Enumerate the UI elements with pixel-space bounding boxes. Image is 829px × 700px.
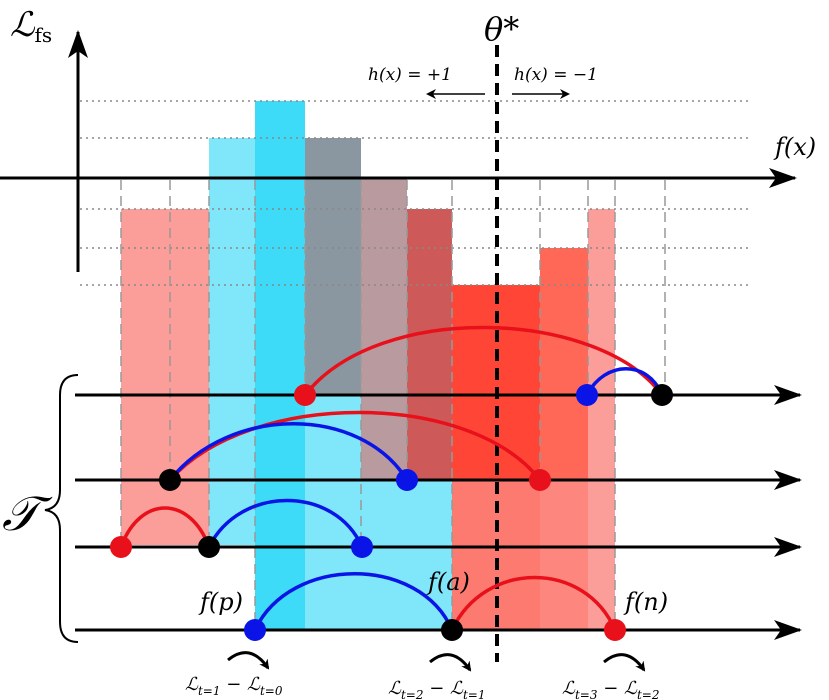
bar xyxy=(305,138,361,395)
turn-arrow xyxy=(603,653,646,672)
arcs xyxy=(119,325,664,631)
arc xyxy=(303,325,664,397)
subscript: t=0 xyxy=(260,684,283,698)
arc xyxy=(253,572,454,631)
point xyxy=(396,469,418,491)
symbol: ℒ xyxy=(185,674,199,695)
x-axis-label: f(x) xyxy=(773,133,816,161)
bar xyxy=(255,101,305,630)
brace xyxy=(44,374,79,643)
transition-label: ℒt=1 − ℒt=0 xyxy=(185,674,283,698)
arc xyxy=(168,422,409,482)
point xyxy=(576,384,598,406)
turn-arrow xyxy=(227,651,270,670)
point xyxy=(198,536,220,558)
point xyxy=(110,536,132,558)
point-label: f(p) xyxy=(198,588,243,616)
arc xyxy=(450,575,617,631)
guides xyxy=(80,100,750,630)
triplet-lines xyxy=(75,385,802,640)
point xyxy=(441,619,463,641)
operator: − ℒ xyxy=(220,674,261,695)
arc xyxy=(119,506,211,548)
point xyxy=(651,384,673,406)
bar xyxy=(452,480,588,630)
point xyxy=(529,469,551,491)
point-label: f(a) xyxy=(426,568,470,596)
points xyxy=(110,384,673,641)
point xyxy=(294,384,316,406)
subscript: t=2 xyxy=(401,688,424,700)
bar xyxy=(209,138,255,545)
point xyxy=(604,619,626,641)
region-label: h(x) = −1 xyxy=(514,65,598,85)
arc xyxy=(585,367,664,396)
turn-arrows xyxy=(227,651,646,672)
arc xyxy=(207,498,364,548)
threshold-label: θ* xyxy=(484,10,519,48)
operator: − ℒ xyxy=(423,678,464,699)
turn-arrow xyxy=(429,653,472,672)
point-label: f(n) xyxy=(623,588,668,616)
transition-label: ℒt=3 − ℒt=2 xyxy=(562,678,660,700)
region-label: h(x) = +1 xyxy=(368,65,452,85)
bar xyxy=(407,209,452,480)
point xyxy=(244,619,266,641)
symbol: ℒ xyxy=(562,678,576,699)
subscript: t=1 xyxy=(463,688,486,700)
bar xyxy=(361,178,407,480)
transition-label: ℒt=2 − ℒt=1 xyxy=(388,678,486,700)
subscript: t=1 xyxy=(198,684,221,698)
subscript: t=2 xyxy=(637,688,660,700)
point xyxy=(351,536,373,558)
bar xyxy=(588,209,615,630)
arc xyxy=(168,410,542,482)
triplet-label: 𝒯 xyxy=(2,486,53,542)
subscript: t=3 xyxy=(575,688,598,700)
point xyxy=(159,469,181,491)
y-axis-label: ℒfs xyxy=(10,5,52,47)
bar xyxy=(121,209,209,545)
symbol: ℒ xyxy=(388,678,402,699)
subscript: fs xyxy=(35,23,53,47)
bars xyxy=(121,101,615,630)
operator: − ℒ xyxy=(597,678,638,699)
symbol: ℒ xyxy=(10,5,36,45)
